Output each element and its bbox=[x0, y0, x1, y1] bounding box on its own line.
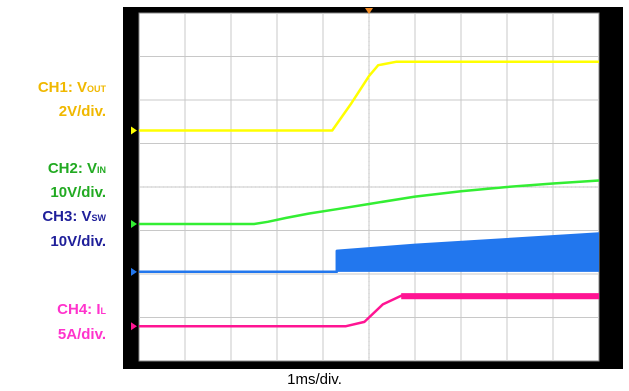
channel-markers bbox=[131, 126, 137, 331]
ch4-label: CH4: IL bbox=[0, 301, 106, 320]
ch1-ground-marker bbox=[131, 126, 137, 135]
trigger-marker bbox=[365, 8, 373, 14]
ch2-name: CH2: V bbox=[47, 160, 97, 177]
ch3-name: CH3: V bbox=[42, 208, 92, 225]
ch2-ground-marker bbox=[131, 219, 137, 228]
traces bbox=[139, 60, 600, 328]
x-axis-label: 1ms/div. bbox=[287, 371, 342, 388]
trace-ch2 bbox=[139, 179, 600, 226]
ch4-sub: L bbox=[100, 306, 107, 316]
ch1-scale: 2V/div. bbox=[58, 103, 106, 120]
trace-ch3-switching-band bbox=[336, 233, 599, 272]
ch2-scale: 10V/div. bbox=[50, 184, 106, 201]
ch1-sub: OUT bbox=[87, 84, 106, 94]
ch2-label: CH2: VIN bbox=[0, 160, 106, 179]
ch3-ground-marker bbox=[131, 267, 137, 276]
trace-ch1 bbox=[139, 60, 599, 132]
ch4-ground-marker bbox=[131, 322, 137, 331]
ch2-sub: IN bbox=[97, 165, 106, 175]
ch4-name: CH4: I bbox=[57, 301, 101, 318]
ch1-name: CH1: V bbox=[37, 79, 87, 96]
trace-ch4-ripple-band bbox=[401, 293, 599, 300]
ch3-sub: SW bbox=[91, 213, 107, 223]
ch1-label: CH1: VOUT bbox=[0, 79, 106, 98]
ch3-label: CH3: VSW bbox=[0, 208, 106, 227]
ch3-scale: 10V/div. bbox=[50, 233, 106, 250]
oscilloscope-screen bbox=[123, 7, 623, 369]
ch4-scale: 5A/div. bbox=[57, 326, 106, 343]
